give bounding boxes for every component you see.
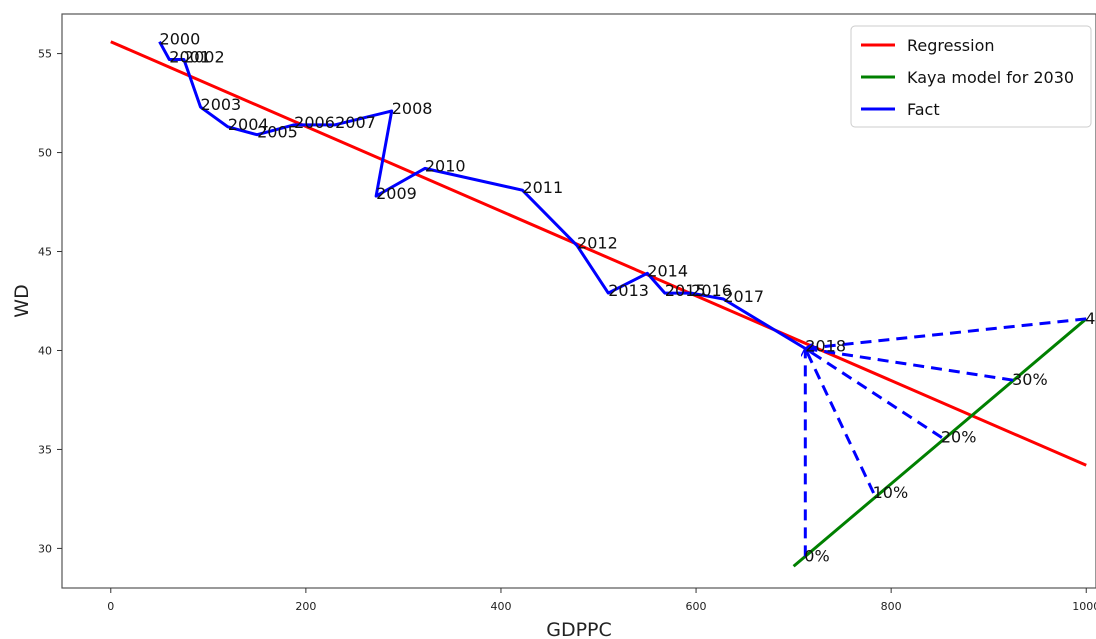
y-axis-label: WD: [11, 284, 33, 317]
x-tick-label: 800: [881, 600, 902, 613]
data-label-year: 2015: [665, 281, 706, 300]
data-label-year: 2016: [691, 281, 732, 300]
scenario-label: 30%: [1012, 370, 1048, 389]
data-label-year: 2012: [577, 234, 618, 253]
y-tick-label: 40: [38, 344, 52, 357]
x-tick-label: 0: [107, 600, 114, 613]
scenario-label: 20%: [941, 428, 977, 447]
data-label-year: 2010: [425, 156, 466, 175]
y-tick-label: 30: [38, 542, 52, 555]
data-label-year: 2011: [522, 178, 563, 197]
data-label-year: 2013: [608, 281, 649, 300]
scenario-arrow: [803, 349, 875, 494]
data-label-year: 2000: [160, 30, 201, 49]
y-tick-label: 55: [38, 48, 52, 61]
x-tick-label: 200: [295, 600, 316, 613]
x-tick-label: 400: [490, 600, 511, 613]
legend-entry-label: Kaya model for 2030: [907, 68, 1074, 87]
y-tick-label: 50: [38, 147, 52, 160]
x-axis-label: GDPPC: [546, 619, 612, 639]
data-label-year: 2008: [392, 99, 433, 118]
data-label-year: 2005: [257, 123, 298, 142]
scenario-arrow: [805, 349, 943, 439]
y-tick-label: 45: [38, 246, 52, 259]
legend: Regression Kaya model for 2030 Fact: [850, 25, 1092, 128]
series-line-regression: [110, 40, 1087, 467]
scenario-label: 40%: [1085, 309, 1096, 328]
scenario-arrow: [805, 317, 1087, 349]
series-line-fact: [158, 40, 807, 350]
data-label-year: 2014: [647, 261, 688, 280]
legend-box: [850, 25, 1092, 128]
legend-entry-label: Fact: [907, 100, 940, 119]
y-tick-label: 35: [38, 443, 52, 456]
data-label-year: 2003: [201, 95, 242, 114]
series-line-kaya-model-for-2030: [792, 317, 1088, 568]
x-tick-label: 1000: [1072, 600, 1096, 613]
x-tick-label: 600: [686, 600, 707, 613]
legend-entry-label: Regression: [907, 36, 995, 55]
data-label-year: 2004: [228, 115, 269, 134]
data-label-year: 2001: [169, 48, 210, 67]
data-label-year: 2007: [335, 113, 376, 132]
data-label-year: 2018: [805, 337, 846, 356]
plot-frame: [61, 13, 1096, 589]
plot-area: [110, 40, 1088, 568]
scenario-label: 10%: [873, 483, 909, 502]
data-label-year: 2002: [184, 48, 225, 67]
data-label-year: 2009: [376, 184, 417, 203]
scenario-label: 0%: [804, 546, 829, 565]
data-label-year: 2006: [294, 113, 335, 132]
data-label-year: 2017: [723, 287, 764, 306]
